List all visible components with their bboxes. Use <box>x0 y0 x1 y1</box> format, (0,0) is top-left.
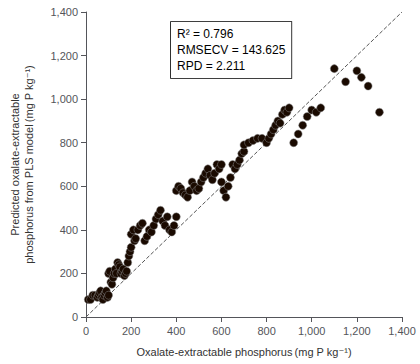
svg-text:phosphorus from PLS model (mg: phosphorus from PLS model (mg P kg⁻¹) <box>23 65 35 264</box>
svg-text:Oxalate-extractable phosphorus: Oxalate-extractable phosphorus (mg P kg⁻… <box>136 346 351 358</box>
svg-text:RPD = 2.211: RPD = 2.211 <box>177 59 245 73</box>
svg-text:600: 600 <box>60 180 78 192</box>
svg-text:400: 400 <box>167 325 185 337</box>
svg-text:RMSECV = 143.625: RMSECV = 143.625 <box>177 43 286 57</box>
svg-text:R² = 0.796: R² = 0.796 <box>177 27 234 41</box>
svg-text:1,000: 1,000 <box>50 93 78 105</box>
svg-text:600: 600 <box>212 325 230 337</box>
svg-text:1,400: 1,400 <box>388 325 416 337</box>
svg-text:1,200: 1,200 <box>343 325 371 337</box>
svg-text:Predicted oxalate-extractable: Predicted oxalate-extractable <box>9 93 21 235</box>
svg-text:0: 0 <box>72 311 78 323</box>
svg-text:200: 200 <box>60 267 78 279</box>
svg-text:200: 200 <box>122 325 140 337</box>
svg-text:1,200: 1,200 <box>50 50 78 62</box>
svg-text:800: 800 <box>257 325 275 337</box>
svg-text:800: 800 <box>60 137 78 149</box>
svg-text:0: 0 <box>83 325 89 337</box>
svg-text:1,000: 1,000 <box>298 325 326 337</box>
svg-text:1,400: 1,400 <box>50 6 78 18</box>
svg-text:400: 400 <box>60 224 78 236</box>
